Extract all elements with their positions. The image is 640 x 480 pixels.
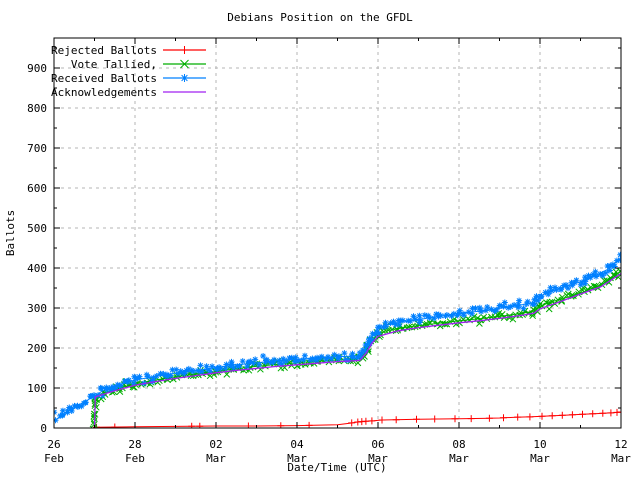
legend-item-vote-tallied: Vote Tallied, bbox=[71, 58, 206, 71]
x-tick-label-day: 28 bbox=[128, 438, 141, 451]
x-tick-label-month: Feb bbox=[44, 452, 64, 465]
x-tick-label-month: Mar bbox=[287, 452, 307, 465]
legend-label: Acknowledgements bbox=[51, 86, 157, 99]
legend-marker-asterisk-icon bbox=[180, 74, 189, 82]
x-axis-title: Date/Time (UTC) bbox=[287, 461, 386, 474]
x-tick-label-month: Mar bbox=[449, 452, 469, 465]
y-tick-label: 100 bbox=[27, 382, 47, 395]
y-tick-label: 500 bbox=[27, 222, 47, 235]
axis-layer: 010020030040050060070080090026Feb28Feb02… bbox=[27, 37, 631, 465]
y-tick-label: 700 bbox=[27, 142, 47, 155]
legend-label: Rejected Ballots bbox=[51, 44, 157, 57]
chart-title: Debians Position on the GFDL bbox=[227, 11, 413, 24]
y-tick-label: 300 bbox=[27, 302, 47, 315]
x-tick-label-day: 02 bbox=[209, 438, 222, 451]
x-tick-label-month: Mar bbox=[530, 452, 550, 465]
x-tick-label-day: 06 bbox=[371, 438, 384, 451]
y-tick-label: 200 bbox=[27, 342, 47, 355]
legend-item-rejected-ballots: Rejected Ballots bbox=[51, 44, 206, 57]
x-tick-label-month: Mar bbox=[611, 452, 631, 465]
legend-item-acknowledgements: Acknowledgements bbox=[51, 86, 206, 99]
y-tick-label: 600 bbox=[27, 182, 47, 195]
legend-marker-cross-icon bbox=[180, 59, 189, 69]
x-tick-label-day: 26 bbox=[47, 438, 60, 451]
x-tick-label-month: Mar bbox=[368, 452, 388, 465]
x-tick-label-day: 12 bbox=[614, 438, 627, 451]
series-acknowledgements-line bbox=[93, 273, 621, 428]
legend-label: Vote Tallied, bbox=[71, 58, 157, 71]
y-tick-label: 900 bbox=[27, 62, 47, 75]
y-tick-label: 800 bbox=[27, 102, 47, 115]
x-tick-label-day: 08 bbox=[452, 438, 465, 451]
legend-label: Received Ballots bbox=[51, 72, 157, 85]
legend-item-received-ballots: Received Ballots bbox=[51, 72, 206, 85]
legend-marker-plus-icon bbox=[180, 46, 189, 54]
x-tick-label-day: 04 bbox=[290, 438, 304, 451]
x-tick-label-day: 10 bbox=[533, 438, 546, 451]
x-tick-label-month: Mar bbox=[206, 452, 226, 465]
y-tick-label: 0 bbox=[40, 422, 47, 435]
y-axis-title: Ballots bbox=[4, 210, 17, 256]
y-tick-label: 400 bbox=[27, 262, 47, 275]
x-tick-label-month: Feb bbox=[125, 452, 145, 465]
